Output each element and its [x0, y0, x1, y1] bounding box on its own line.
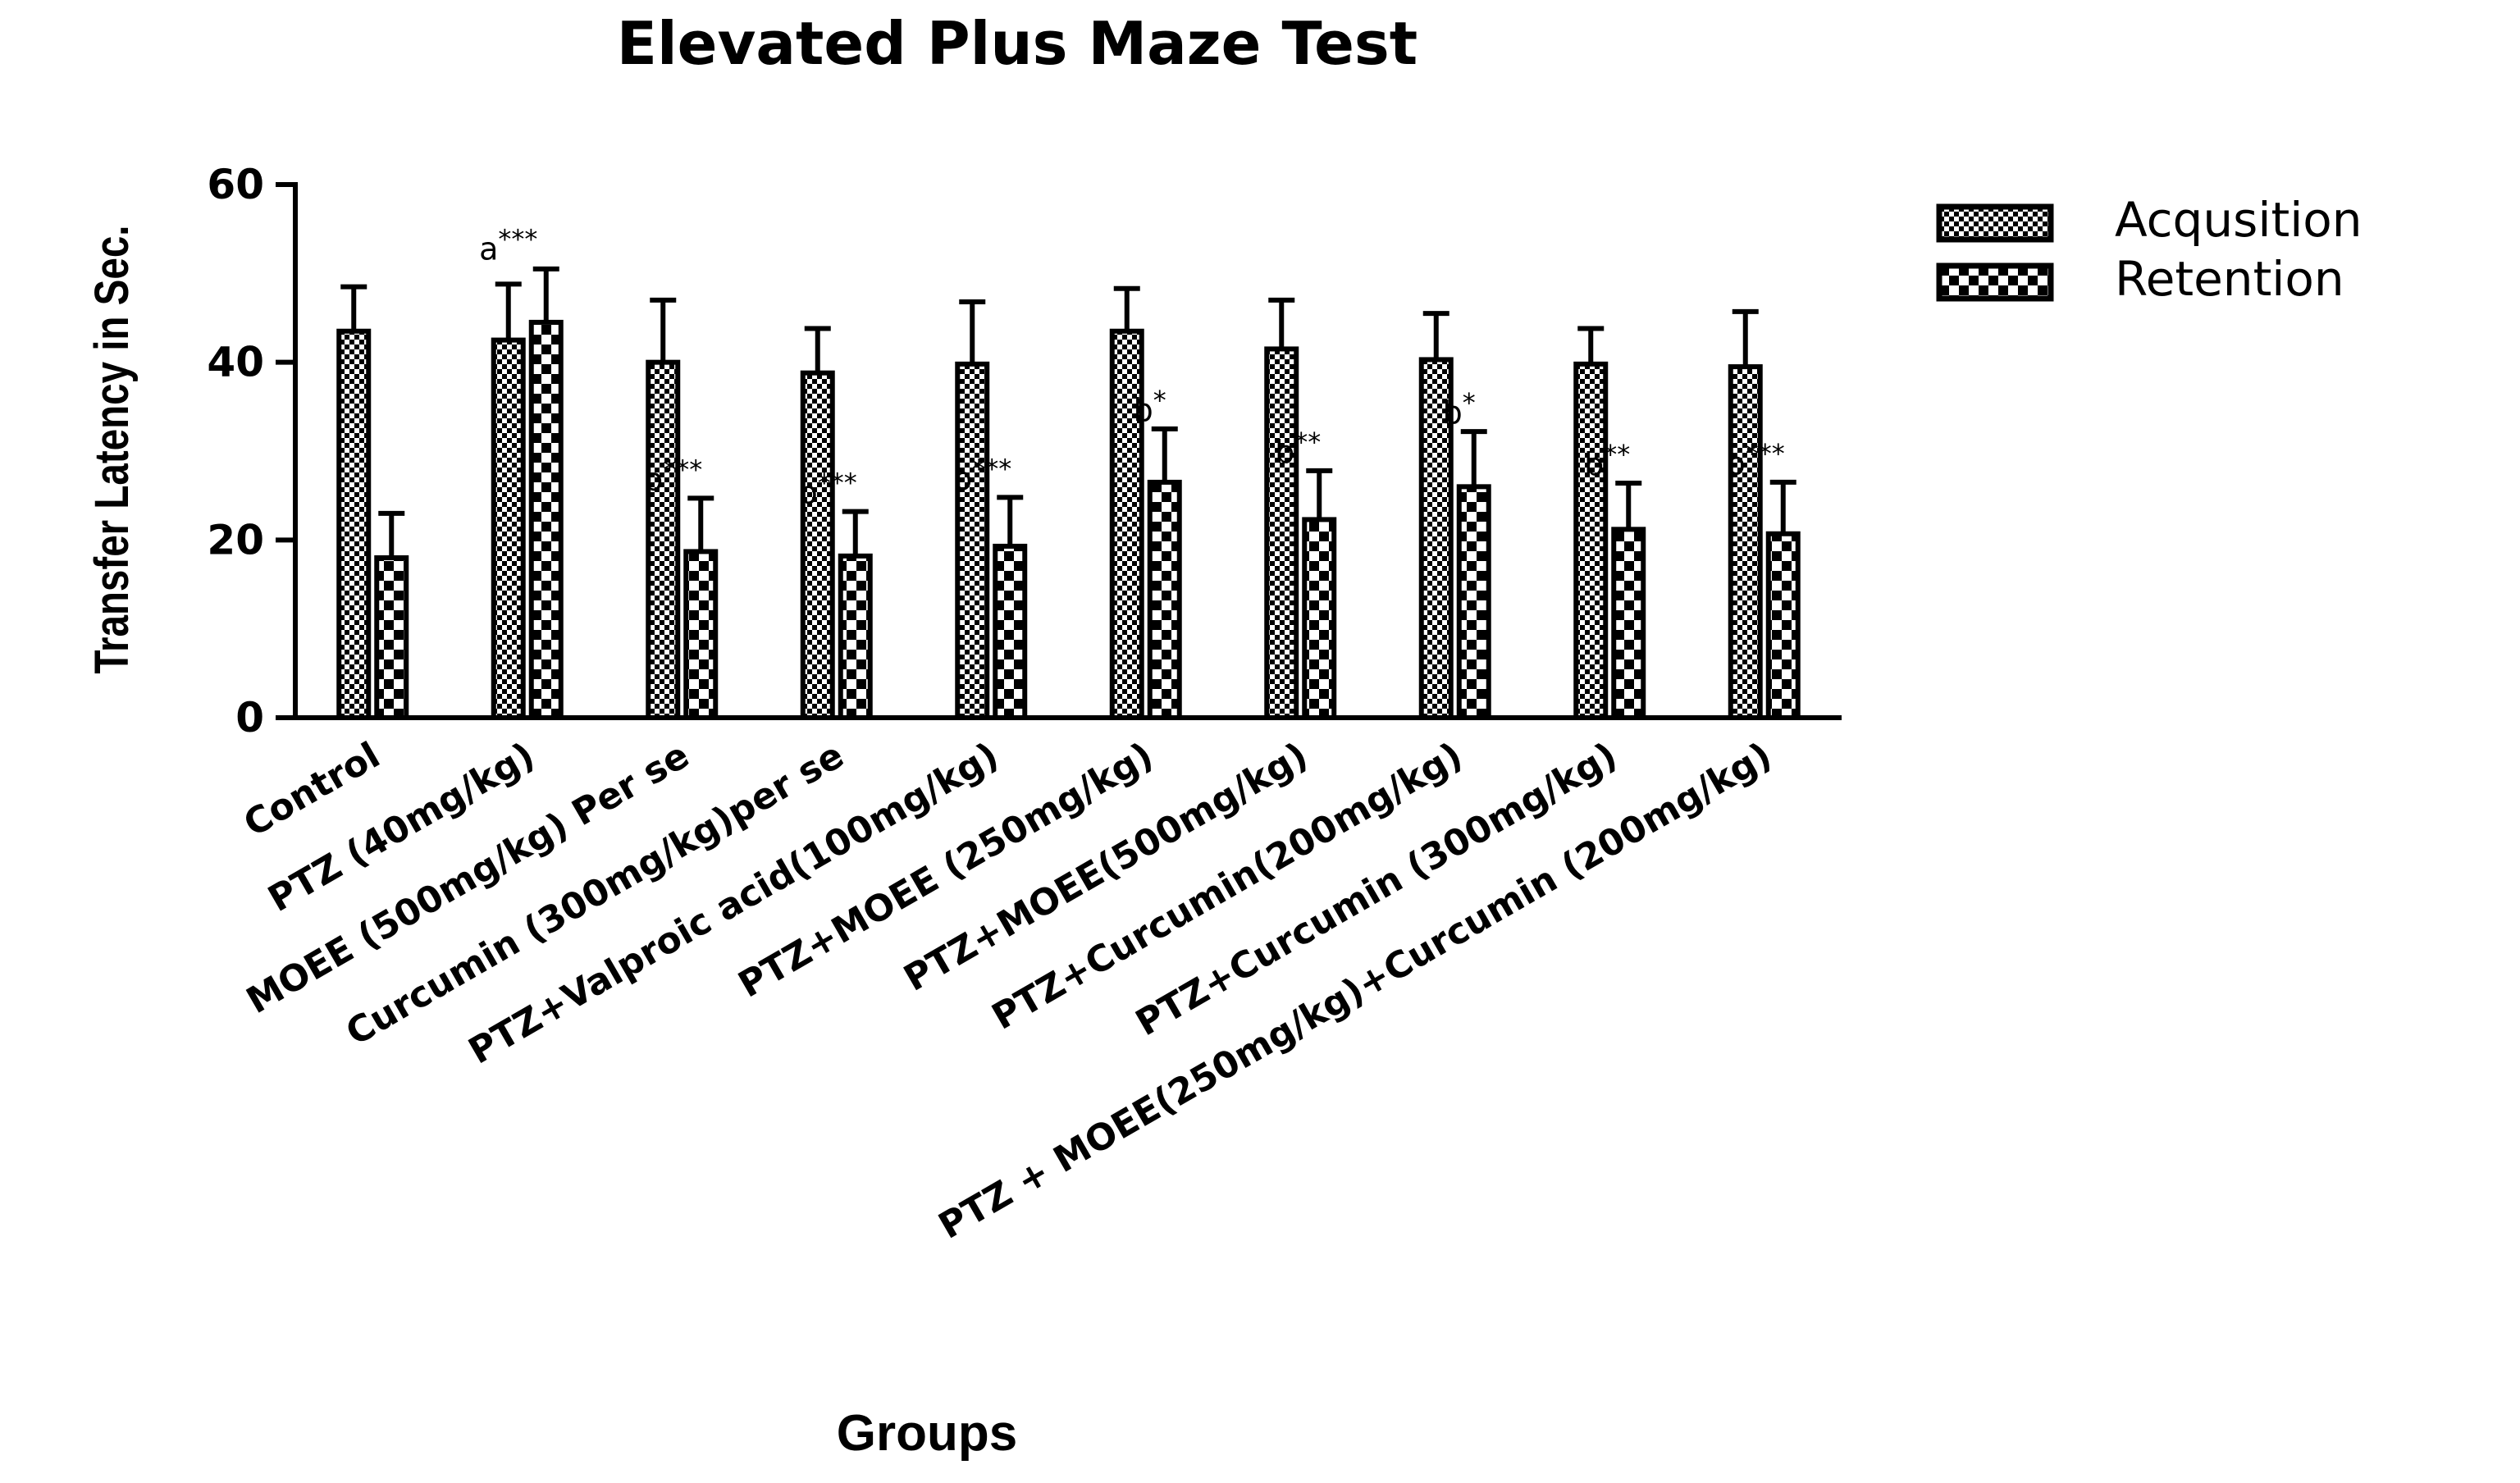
y-tick-label: 40: [207, 339, 264, 386]
bar-retention-8: [1611, 527, 1646, 720]
y-tick-label: 60: [207, 161, 264, 208]
annotation-3: b***: [952, 453, 1011, 496]
annotation-4: b*: [1134, 385, 1166, 428]
bar-retention-1: [528, 319, 564, 720]
bar-acqusition-5: [1109, 328, 1144, 720]
legend-label-retention: Retention: [2115, 251, 2344, 307]
annotation-5: b**: [1275, 427, 1321, 470]
chart-title: Elevated Plus Maze Test: [617, 9, 1418, 78]
legend-swatch-acqusition: [1936, 203, 2054, 243]
error-bars: [340, 266, 1796, 558]
y-axis-label: Transfer Latency in Sec.: [86, 226, 139, 674]
annotation-2: b***: [798, 468, 857, 511]
legend: Acqusition Retention: [1936, 192, 2362, 307]
bar-acqusition-4: [955, 361, 990, 720]
legend-swatch-retention: [1936, 262, 2054, 302]
annotation-8: b***: [1726, 438, 1785, 481]
annotation-0: a***: [479, 223, 537, 267]
bar-acqusition-8: [1573, 361, 1609, 720]
annotation-7: b**: [1584, 439, 1630, 482]
x-axis-label: Groups: [837, 1405, 1017, 1462]
bar-acqusition-3: [800, 370, 835, 720]
annotation-6: b*: [1443, 387, 1476, 431]
legend-label-acqusition: Acqusition: [2115, 192, 2362, 248]
bars: [336, 319, 1801, 721]
bar-retention-7: [1456, 484, 1491, 720]
bar-retention-0: [374, 555, 409, 720]
y-tick-label: 0: [235, 694, 264, 742]
y-ticks: 0 20 40 60: [207, 161, 295, 742]
bar-acqusition-6: [1264, 346, 1299, 720]
significance-annotations: a*** b*** b*** b*** b* b** b* b** b***: [479, 223, 1785, 510]
annotation-1: b***: [643, 454, 702, 497]
bar-retention-5: [1147, 479, 1182, 721]
bar-acqusition-0: [336, 328, 372, 720]
bar-retention-4: [993, 543, 1028, 721]
bar-retention-6: [1302, 517, 1337, 721]
bar-acqusition-2: [646, 359, 681, 720]
y-tick-label: 20: [207, 516, 264, 564]
bar-retention-9: [1765, 531, 1801, 720]
bar-retention-2: [683, 549, 719, 721]
bar-acqusition-1: [491, 337, 526, 720]
bar-acqusition-9: [1728, 364, 1763, 720]
bar-retention-3: [838, 553, 873, 720]
